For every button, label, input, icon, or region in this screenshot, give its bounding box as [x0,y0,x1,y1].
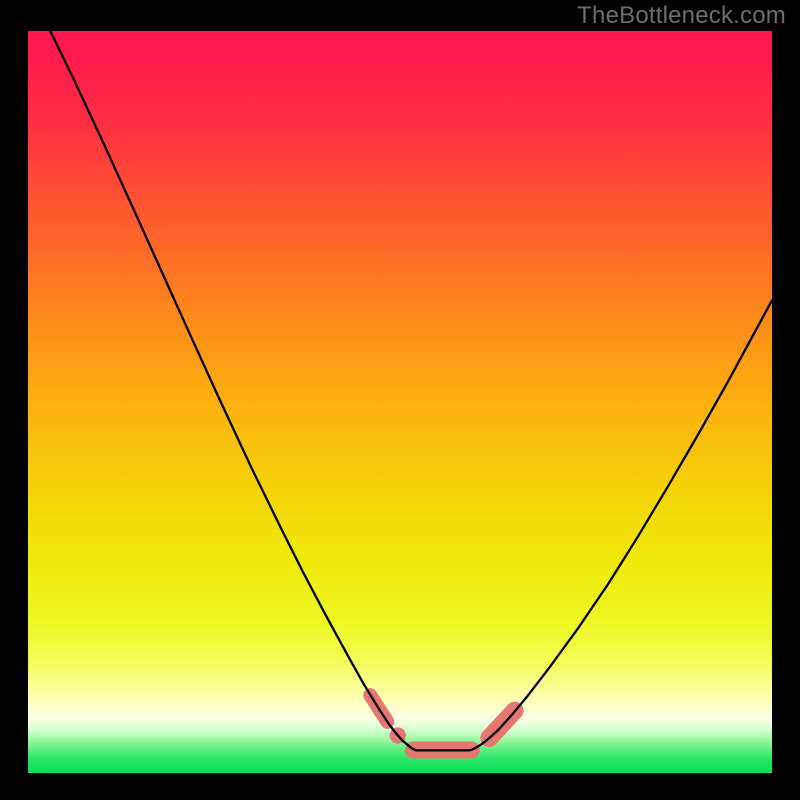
stage: TheBottleneck.com [0,0,800,800]
chart-plot-area [28,31,772,773]
chart-background [28,31,772,773]
chart-svg [28,31,772,773]
watermark-text: TheBottleneck.com [577,2,786,30]
